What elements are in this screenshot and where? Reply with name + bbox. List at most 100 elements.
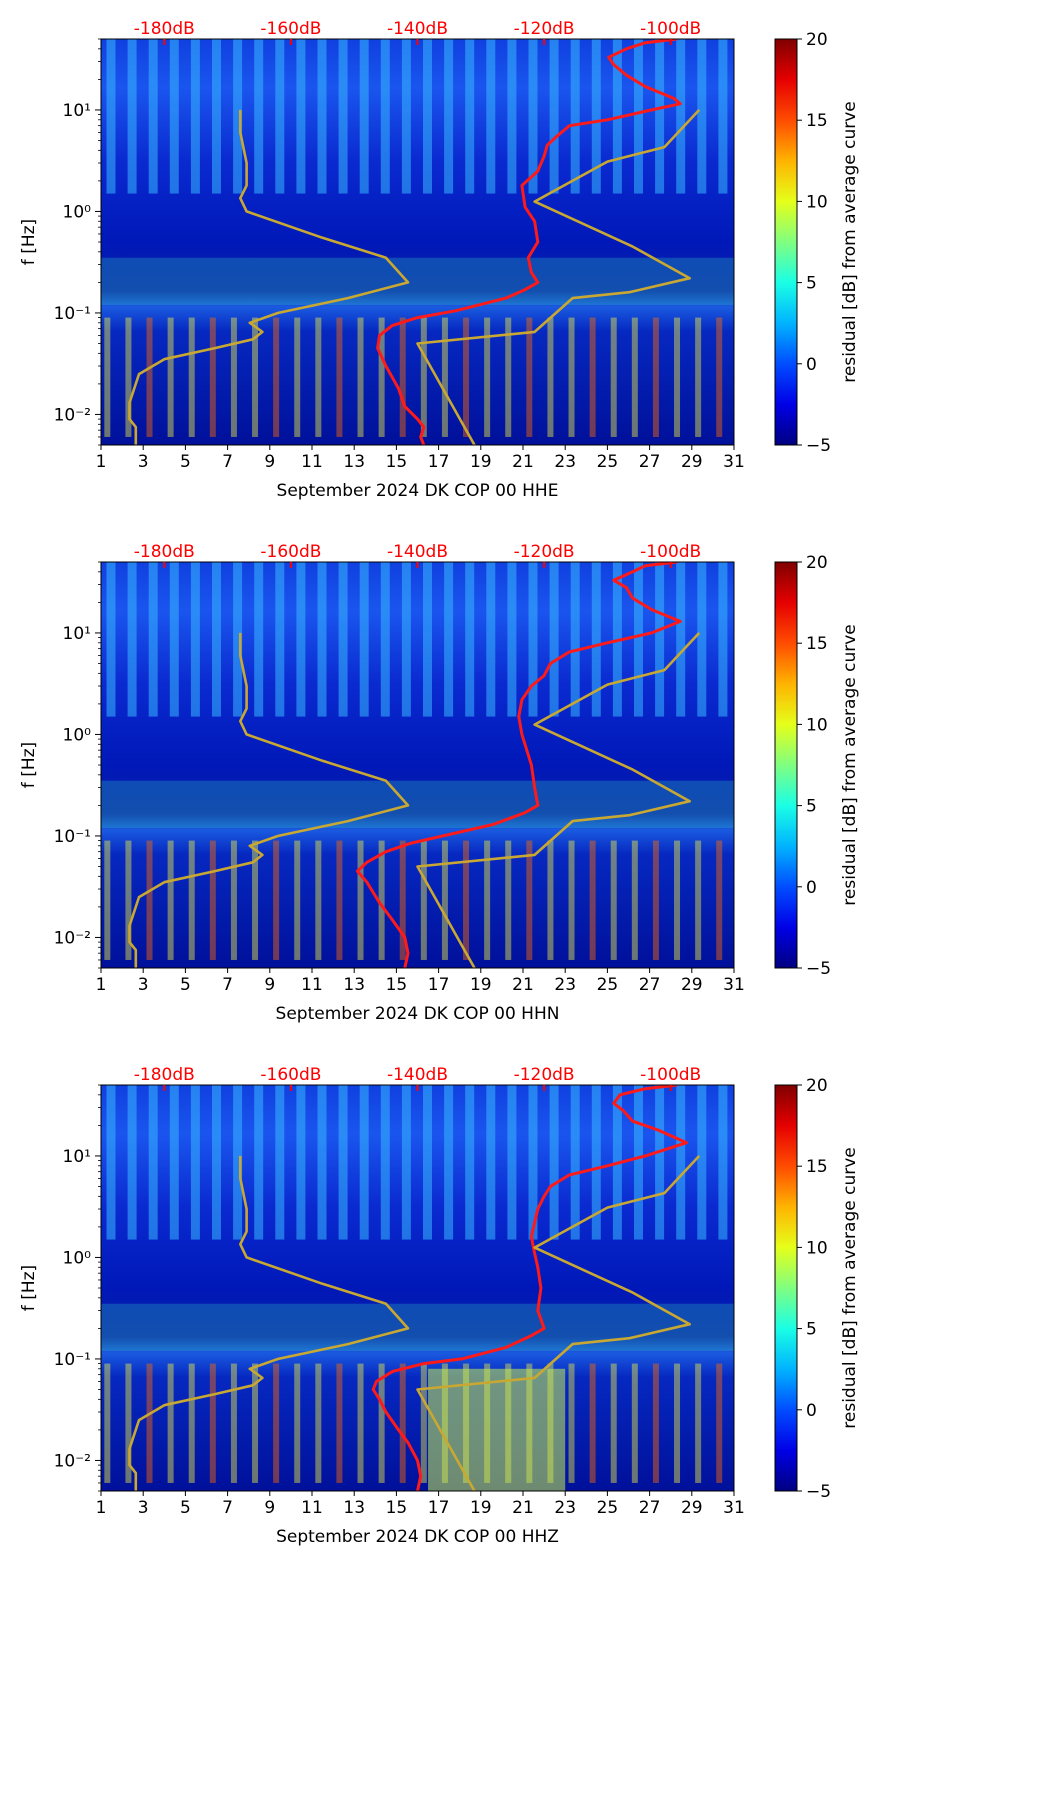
top-db-tick-label: -100dB bbox=[640, 542, 701, 562]
day-stripe bbox=[507, 562, 517, 717]
day-stripe bbox=[655, 39, 665, 194]
day-stripe bbox=[465, 1085, 475, 1240]
day-stripe bbox=[591, 562, 601, 717]
spectrogram-image bbox=[101, 562, 734, 968]
x-tick-label: 21 bbox=[512, 452, 534, 472]
x-tick-label: 23 bbox=[554, 1498, 576, 1518]
x-tick-label: 19 bbox=[470, 975, 492, 995]
colorbar-label: residual [dB] from average curve bbox=[840, 624, 860, 905]
x-tick-label: 25 bbox=[597, 1498, 619, 1518]
low-frequency-event bbox=[336, 1363, 343, 1483]
day-stripe bbox=[380, 1085, 390, 1240]
x-tick-label: 31 bbox=[723, 975, 745, 995]
day-stripe bbox=[591, 39, 601, 194]
low-frequency-event bbox=[547, 840, 554, 960]
x-axis-label: September 2024 DK COP 00 HHZ bbox=[276, 1527, 559, 1547]
day-stripe bbox=[422, 39, 432, 194]
day-stripe bbox=[380, 562, 390, 717]
microseism-band bbox=[101, 780, 734, 828]
low-frequency-event bbox=[209, 317, 216, 437]
x-tick-label: 27 bbox=[639, 975, 661, 995]
x-tick-label: 9 bbox=[264, 1498, 275, 1518]
x-tick-label: 5 bbox=[180, 975, 191, 995]
low-frequency-event bbox=[146, 317, 153, 437]
top-db-tick-label: -140dB bbox=[387, 1065, 448, 1085]
y-tick-label: 10⁻¹ bbox=[54, 827, 91, 847]
day-stripe bbox=[507, 1085, 517, 1240]
day-stripe bbox=[127, 39, 137, 194]
day-stripe bbox=[486, 1085, 496, 1240]
top-db-tick-label: -120dB bbox=[514, 1065, 575, 1085]
x-tick-label: 19 bbox=[470, 452, 492, 472]
day-stripe bbox=[655, 562, 665, 717]
day-stripe bbox=[676, 562, 686, 717]
colorbar-tick-label: 15 bbox=[806, 111, 828, 131]
day-stripe bbox=[718, 39, 728, 194]
low-frequency-event bbox=[652, 1363, 659, 1483]
day-stripe bbox=[211, 562, 221, 717]
low-noise-model-curve bbox=[128, 109, 410, 445]
low-frequency-event bbox=[294, 317, 301, 437]
spectrogram-background bbox=[101, 39, 734, 445]
low-frequency-event bbox=[568, 1363, 575, 1483]
low-frequency-event bbox=[420, 1363, 427, 1483]
day-stripe bbox=[401, 1085, 411, 1240]
low-frequency-event bbox=[294, 1363, 301, 1483]
day-stripe bbox=[359, 1085, 369, 1240]
high-noise-model-curve bbox=[416, 1155, 701, 1491]
x-tick-label: 5 bbox=[180, 452, 191, 472]
low-frequency-event bbox=[378, 1363, 385, 1483]
mean-psd-curve bbox=[376, 39, 682, 445]
colorbar-tick-label: 15 bbox=[806, 634, 828, 654]
colorbar-tick-label: 5 bbox=[806, 1320, 817, 1340]
low-frequency-event bbox=[146, 840, 153, 960]
low-frequency-event bbox=[716, 317, 723, 437]
low-frequency-event bbox=[294, 840, 301, 960]
x-tick-label: 13 bbox=[343, 975, 365, 995]
low-frequency-event bbox=[652, 840, 659, 960]
day-stripe bbox=[380, 39, 390, 194]
day-stripe bbox=[190, 562, 200, 717]
top-db-tick-label: -120dB bbox=[514, 542, 575, 562]
top-db-tick-label: -180dB bbox=[134, 542, 195, 562]
low-frequency-event bbox=[420, 840, 427, 960]
day-stripe bbox=[254, 562, 264, 717]
x-tick-label: 31 bbox=[723, 1498, 745, 1518]
low-frequency-event bbox=[484, 317, 491, 437]
colorbar-tick-label: 0 bbox=[806, 355, 817, 375]
low-frequency-event bbox=[104, 317, 111, 437]
low-frequency-event bbox=[716, 1363, 723, 1483]
low-frequency-event bbox=[125, 840, 132, 960]
low-frequency-event bbox=[188, 1363, 195, 1483]
low-frequency-event bbox=[463, 317, 470, 437]
day-stripe bbox=[507, 39, 517, 194]
day-stripe bbox=[528, 1085, 538, 1240]
low-frequency-event bbox=[252, 1363, 259, 1483]
colorbar-tick-label: 5 bbox=[806, 274, 817, 294]
x-tick-label: 9 bbox=[264, 975, 275, 995]
colorbar-tick-label: 20 bbox=[806, 1076, 828, 1096]
x-tick-label: 1 bbox=[96, 452, 107, 472]
day-stripe bbox=[486, 39, 496, 194]
day-stripe bbox=[233, 562, 243, 717]
low-frequency-event bbox=[230, 317, 237, 437]
x-axis-label: September 2024 DK COP 00 HHN bbox=[276, 1004, 560, 1024]
low-frequency-event bbox=[378, 840, 385, 960]
day-stripe bbox=[486, 562, 496, 717]
low-frequency-event bbox=[631, 840, 638, 960]
y-tick-label: 10⁻¹ bbox=[54, 304, 91, 324]
x-tick-label: 27 bbox=[639, 452, 661, 472]
day-stripe bbox=[422, 1085, 432, 1240]
low-frequency-event bbox=[631, 317, 638, 437]
mean-psd-curve bbox=[371, 1085, 688, 1491]
low-frequency-event bbox=[505, 840, 512, 960]
top-db-tick-label: -160dB bbox=[260, 1065, 321, 1085]
low-frequency-event bbox=[125, 1363, 132, 1483]
day-stripe bbox=[148, 562, 158, 717]
top-db-tick-label: -140dB bbox=[387, 542, 448, 562]
x-tick-label: 29 bbox=[681, 452, 703, 472]
